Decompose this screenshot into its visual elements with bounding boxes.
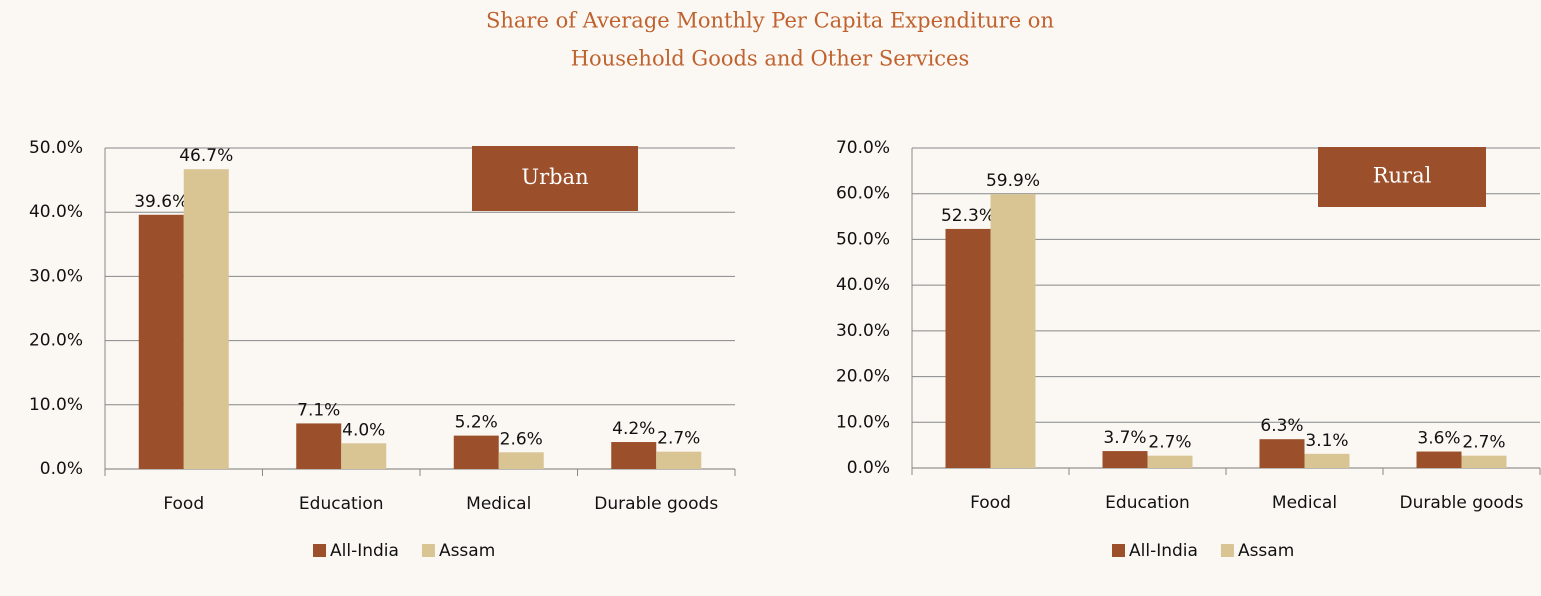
y-tick-label: 0.0% (40, 459, 83, 479)
data-label: 39.6% (134, 192, 188, 212)
data-label: 6.3% (1260, 416, 1303, 436)
x-tick-label: Medical (466, 494, 531, 514)
y-tick-label: 70.0% (836, 138, 890, 158)
bar (498, 452, 544, 469)
bar (990, 194, 1036, 468)
data-label: 3.7% (1103, 428, 1146, 448)
bar (1259, 439, 1305, 468)
y-tick-label: 50.0% (29, 138, 83, 158)
data-label: 4.0% (342, 420, 385, 440)
legend-label: Assam (1238, 541, 1294, 561)
annotation-box (1318, 147, 1486, 207)
y-tick-label: 40.0% (836, 275, 890, 295)
legend-swatch (313, 544, 326, 557)
x-tick-label: Medical (1272, 493, 1337, 513)
data-label: 4.2% (612, 419, 655, 439)
title-line: Household Goods and Other Services (571, 47, 970, 71)
title-line: Share of Average Monthly Per Capita Expe… (486, 9, 1054, 33)
bar (296, 423, 342, 469)
legend-label: All-India (1129, 541, 1198, 561)
annotation-box (472, 146, 638, 211)
bar (183, 169, 229, 469)
bar (1304, 453, 1350, 468)
data-label: 2.7% (657, 429, 700, 449)
data-label: 52.3% (941, 206, 995, 226)
bar (611, 442, 657, 469)
y-tick-label: 0.0% (847, 458, 890, 478)
y-tick-label: 60.0% (836, 184, 890, 204)
y-tick-label: 10.0% (29, 395, 83, 415)
x-tick-label: Durable goods (1400, 493, 1524, 513)
y-tick-label: 40.0% (29, 202, 83, 222)
annotation: Urban (521, 165, 588, 189)
legend-swatch (421, 544, 435, 557)
bar (656, 451, 702, 469)
data-label: 7.1% (297, 400, 340, 420)
y-tick-label: 20.0% (836, 367, 890, 387)
data-label: 46.7% (179, 146, 233, 166)
bar (341, 443, 387, 469)
x-tick-label: Food (970, 493, 1011, 513)
bar (1416, 451, 1462, 468)
x-tick-label: Food (163, 494, 204, 514)
bar (138, 214, 184, 469)
y-tick-label: 20.0% (29, 331, 83, 351)
data-label: 2.7% (1462, 433, 1505, 453)
data-label: 2.7% (1148, 433, 1191, 453)
y-tick-label: 10.0% (836, 412, 890, 432)
y-tick-label: 50.0% (836, 229, 890, 249)
data-label: 5.2% (455, 413, 498, 433)
bar (1461, 455, 1507, 468)
bar (453, 435, 499, 469)
bar (945, 228, 991, 468)
annotation: Rural (1373, 164, 1432, 188)
y-tick-label: 30.0% (29, 266, 83, 286)
legend-swatch (1220, 544, 1234, 557)
data-label: 59.9% (986, 171, 1040, 191)
data-label: 3.1% (1305, 431, 1348, 451)
legend-label: Assam (439, 541, 495, 561)
y-tick-label: 30.0% (836, 321, 890, 341)
legend-swatch (1112, 544, 1125, 557)
bar (1102, 451, 1148, 468)
x-tick-label: Education (299, 494, 384, 514)
data-label: 3.6% (1417, 429, 1460, 449)
legend-label: All-India (330, 541, 399, 561)
bar (1147, 455, 1193, 468)
x-tick-label: Education (1105, 493, 1190, 513)
x-tick-label: Durable goods (594, 494, 718, 514)
data-label: 2.6% (500, 429, 543, 449)
